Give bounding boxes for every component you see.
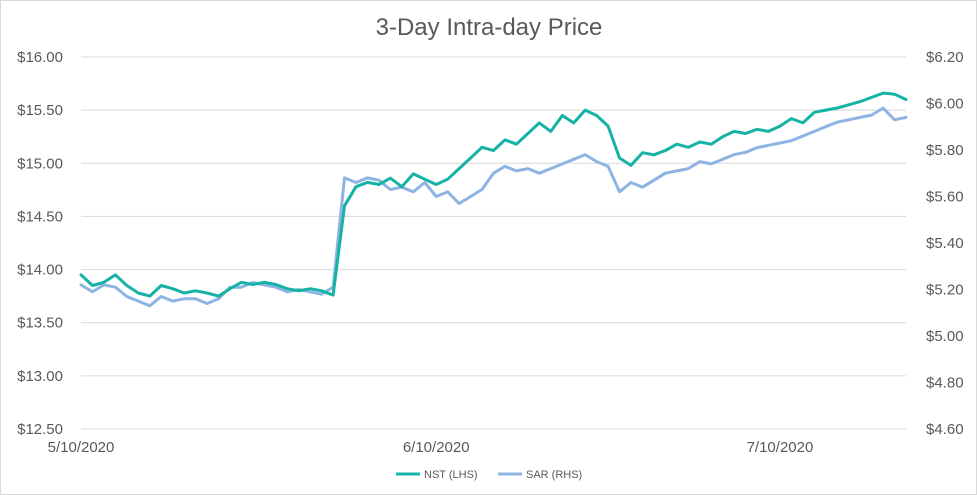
right-tick-label: $4.80 [926, 375, 964, 392]
left-tick-label: $15.50 [17, 102, 63, 119]
legend: NST (LHS) SAR (RHS) [396, 469, 582, 481]
right-tick-label: $6.00 [926, 96, 964, 113]
series-line-nst [79, 91, 908, 298]
legend-label: SAR (RHS) [526, 469, 582, 481]
x-tick-label: 5/10/2020 [48, 439, 115, 456]
left-tick-label: $14.00 [17, 262, 63, 279]
legend-label: NST (LHS) [424, 469, 478, 481]
right-axis-ticks: $4.60 $4.80 $5.00 $5.20 $5.40 $5.60 $5.80 $6.00… [926, 49, 964, 438]
gridlines [81, 56, 906, 430]
right-tick-label: $4.60 [926, 421, 964, 438]
left-tick-label: $13.00 [17, 368, 63, 385]
x-tick-label: 6/10/2020 [403, 439, 470, 456]
left-tick-label: $13.50 [17, 315, 63, 332]
right-tick-label: $5.40 [926, 235, 964, 252]
left-tick-label: $12.50 [17, 421, 63, 438]
right-tick-label: $6.20 [926, 49, 964, 66]
right-tick-label: $5.60 [926, 189, 964, 206]
right-tick-label: $5.00 [926, 328, 964, 345]
x-axis-ticks: 5/10/2020 6/10/2020 7/10/2020 [48, 439, 814, 456]
left-tick-label: $15.00 [17, 155, 63, 172]
left-axis-ticks: $12.50 $13.00 $13.50 $14.00 $14.50 $15.00 $15.… [17, 49, 63, 438]
chart-title: 3-Day Intra-day Price [376, 14, 603, 41]
right-tick-label: $5.20 [926, 282, 964, 299]
left-tick-label: $14.50 [17, 208, 63, 225]
x-tick-label: 7/10/2020 [747, 439, 814, 456]
series-line-sar [79, 106, 908, 308]
right-tick-label: $5.80 [926, 142, 964, 159]
series-lines [79, 91, 908, 308]
left-tick-label: $16.00 [17, 49, 63, 66]
